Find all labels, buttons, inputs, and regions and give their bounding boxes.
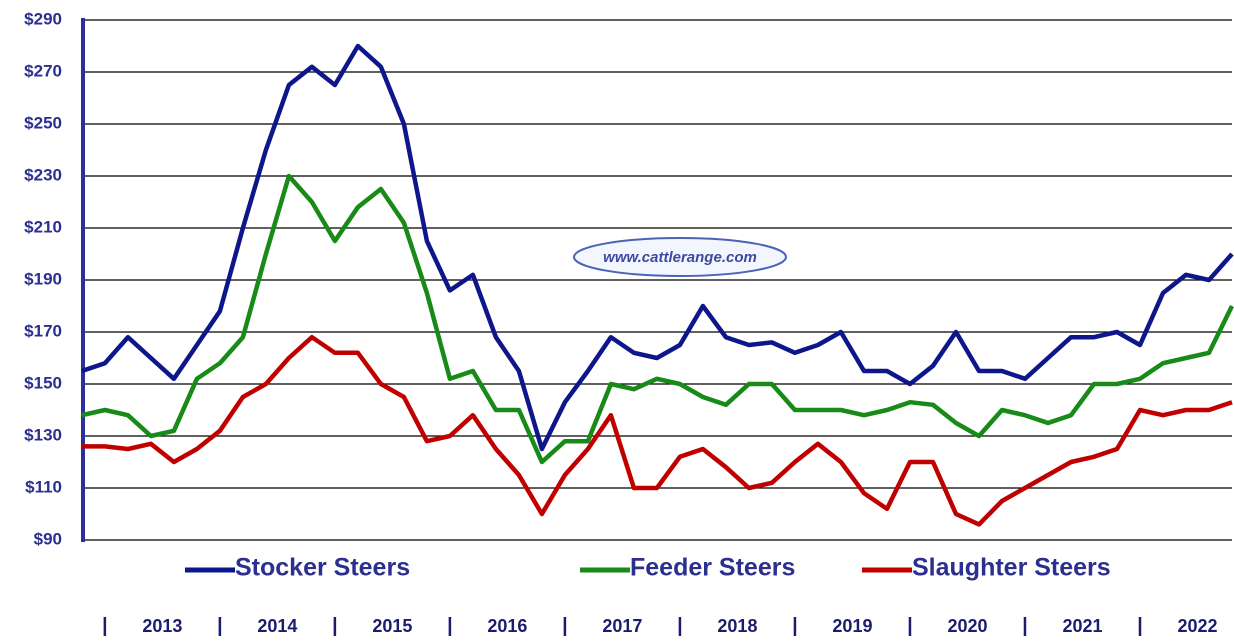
- y-tick-label: $290: [24, 9, 62, 28]
- y-tick-label: $190: [24, 269, 62, 288]
- watermark: www.cattlerange.com: [573, 237, 787, 277]
- legend-label: Slaughter Steers: [912, 554, 1111, 582]
- y-tick-label: $250: [24, 113, 62, 132]
- x-tick-label: 2017: [602, 616, 642, 636]
- x-tick-label: 2022: [1177, 616, 1217, 636]
- y-tick-label: $230: [24, 165, 62, 184]
- y-tick-label: $150: [24, 373, 62, 392]
- legend-label: Feeder Steers: [630, 554, 795, 582]
- x-tick-label: 2013: [142, 616, 182, 636]
- x-tick-label: 2020: [947, 616, 987, 636]
- x-tick-label: 2019: [832, 616, 872, 636]
- y-tick-label: $90: [34, 529, 62, 548]
- y-tick-label: $210: [24, 217, 62, 236]
- x-tick-label: 2016: [487, 616, 527, 636]
- y-tick-label: $130: [24, 425, 62, 444]
- y-tick-label: $110: [25, 477, 62, 496]
- y-tick-label: $170: [24, 321, 62, 340]
- series-line: [81, 43, 1234, 452]
- legend-label: Stocker Steers: [235, 554, 410, 582]
- x-tick-label: 2014: [257, 616, 297, 636]
- x-tick-label: 2018: [717, 616, 757, 636]
- series-line: [81, 173, 1234, 465]
- series-line: [81, 334, 1233, 527]
- x-tick-label: 2015: [372, 616, 412, 636]
- y-tick-label: $270: [24, 61, 62, 80]
- watermark-text: www.cattlerange.com: [603, 249, 757, 266]
- watermark-oval: [573, 237, 787, 277]
- x-tick-label: 2021: [1062, 616, 1102, 636]
